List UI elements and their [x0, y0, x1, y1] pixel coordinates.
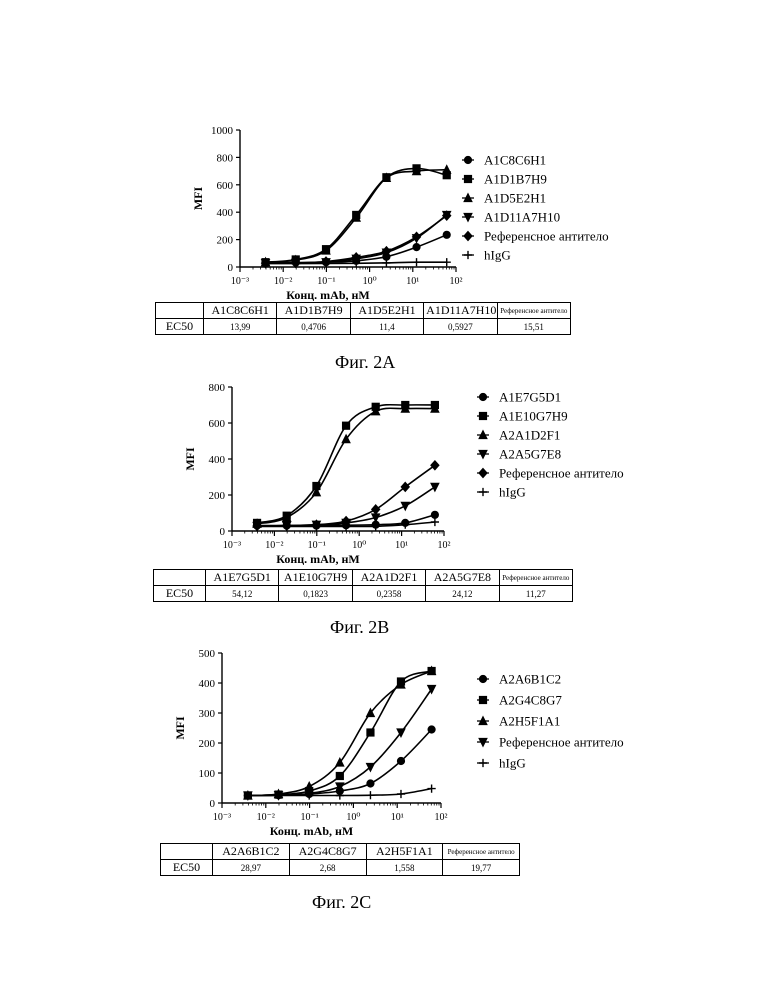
- table-cell: 19,77: [443, 860, 520, 876]
- data-point: [428, 726, 435, 733]
- x-tick-label: 10¹: [391, 812, 404, 823]
- x-axis-label: Конц. mAb, нМ: [270, 824, 354, 838]
- data-point: [366, 791, 374, 799]
- x-tick-label: 10²: [435, 812, 448, 823]
- figure-caption: Фиг. 2C: [312, 892, 371, 913]
- table-header-cell: Референсное антитело: [443, 844, 520, 860]
- ec50-table-2c: A2A6B1C2 A2G4C8G7 A2H5F1A1 Референсное а…: [160, 843, 520, 876]
- x-tick-label: 10⁻¹: [300, 812, 318, 823]
- x-tick-label: 10⁰: [346, 812, 360, 823]
- data-point: [367, 780, 374, 787]
- y-tick-label: 0: [210, 798, 216, 810]
- y-tick-label: 100: [199, 768, 216, 780]
- data-point: [427, 785, 435, 793]
- table-cell: 2,68: [289, 860, 366, 876]
- data-point: [367, 729, 374, 736]
- y-tick-label: 300: [199, 708, 216, 720]
- y-tick-label: 400: [199, 678, 216, 690]
- legend-marker: [479, 759, 487, 767]
- legend-label: A2G4C8G7: [499, 693, 562, 708]
- chart-2c: 0 100 200 300 400 500 10⁻³ 10⁻² 10⁻¹ 10⁰ 10¹ 10² Кон…: [0, 0, 780, 870]
- data-point: [397, 757, 404, 764]
- legend-label: Референсное антитело: [499, 735, 624, 750]
- table-header-cell: A2A6B1C2: [213, 844, 290, 860]
- legend-label: hIgG: [499, 756, 526, 771]
- legend-marker: [479, 696, 486, 703]
- table-cell: 28,97: [213, 860, 290, 876]
- table-header-row: A2A6B1C2 A2G4C8G7 A2H5F1A1 Референсное а…: [161, 844, 520, 860]
- table-corner-cell: [161, 844, 213, 860]
- legend-label: A2A6B1C2: [499, 672, 561, 687]
- legend-marker: [479, 675, 486, 682]
- data-point: [336, 772, 343, 779]
- y-axis-label: MFI: [173, 716, 187, 740]
- data-point: [305, 782, 313, 790]
- legend-label: A2H5F1A1: [499, 714, 560, 729]
- table-row: EC50 28,97 2,68 1,558 19,77: [161, 860, 520, 876]
- x-tick-label: 10⁻³: [213, 812, 231, 823]
- y-tick-label: 500: [199, 648, 216, 660]
- y-tick-label: 200: [199, 738, 216, 750]
- table-row-label: EC50: [161, 860, 213, 876]
- table-header-cell: A2H5F1A1: [366, 844, 443, 860]
- table-header-cell: A2G4C8G7: [289, 844, 366, 860]
- data-point: [397, 790, 405, 798]
- table-cell: 1,558: [366, 860, 443, 876]
- x-tick-label: 10⁻²: [257, 812, 275, 823]
